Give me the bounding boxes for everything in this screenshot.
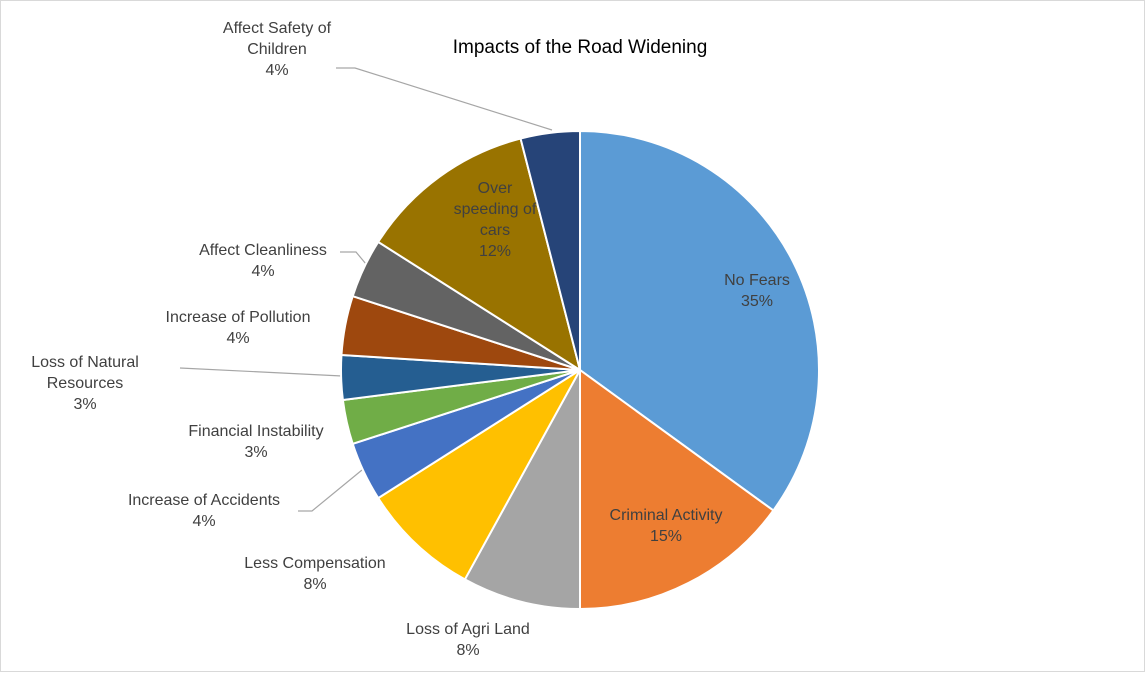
slice-label: Criminal Activity 15% bbox=[591, 505, 741, 547]
leader-line bbox=[179, 367, 343, 377]
category-label: Loss of Agri Land bbox=[406, 621, 530, 638]
slice-label: Less Compensation 8% bbox=[215, 553, 415, 595]
category-label: Affect Safety of Children bbox=[222, 20, 332, 58]
category-label: Less Compensation bbox=[244, 555, 386, 572]
category-label: Loss of Natural Resources bbox=[31, 354, 139, 392]
leader-line bbox=[340, 251, 367, 265]
category-label: Increase of Pollution bbox=[165, 309, 311, 326]
value-label: 4% bbox=[192, 513, 216, 530]
category-label: Increase of Accidents bbox=[127, 492, 281, 509]
category-label: Affect Cleanliness bbox=[199, 242, 327, 259]
value-label: 12% bbox=[478, 243, 512, 260]
slice-label: Over speeding of cars 12% bbox=[447, 178, 543, 262]
pie-slice bbox=[376, 137, 582, 373]
category-label: No Fears bbox=[724, 272, 790, 289]
value-label: 35% bbox=[740, 293, 774, 310]
pie-slice bbox=[376, 369, 581, 581]
slice-label: Financial Instability 3% bbox=[156, 421, 356, 463]
value-label: 8% bbox=[303, 576, 327, 593]
pie-slice bbox=[579, 129, 820, 512]
slice-label: Increase of Accidents 4% bbox=[104, 490, 304, 532]
pie-slice bbox=[519, 129, 581, 371]
slice-label: Loss of Natural Resources 3% bbox=[15, 352, 155, 415]
chart-title: Impacts of the Road Widening bbox=[453, 37, 708, 58]
leader-line bbox=[298, 469, 363, 512]
pie-slice bbox=[463, 369, 581, 611]
value-label: 4% bbox=[251, 263, 275, 280]
category-label: Financial Instability bbox=[188, 423, 324, 440]
slice-label: Affect Safety of Children 4% bbox=[212, 18, 342, 81]
category-label: Over speeding of cars bbox=[453, 180, 537, 239]
value-label: 15% bbox=[649, 528, 683, 545]
slice-label: Affect Cleanliness 4% bbox=[163, 240, 363, 282]
slice-label: Loss of Agri Land 8% bbox=[368, 619, 568, 661]
slice-label: No Fears 35% bbox=[687, 270, 827, 312]
value-label: 3% bbox=[73, 396, 97, 413]
value-label: 4% bbox=[265, 62, 289, 79]
value-label: 3% bbox=[244, 444, 268, 461]
leader-line bbox=[336, 67, 553, 131]
category-label: Criminal Activity bbox=[609, 507, 723, 524]
value-label: 4% bbox=[226, 330, 250, 347]
slice-label: Increase of Pollution 4% bbox=[123, 307, 353, 349]
pie-slice bbox=[579, 368, 775, 611]
value-label: 8% bbox=[456, 642, 480, 659]
